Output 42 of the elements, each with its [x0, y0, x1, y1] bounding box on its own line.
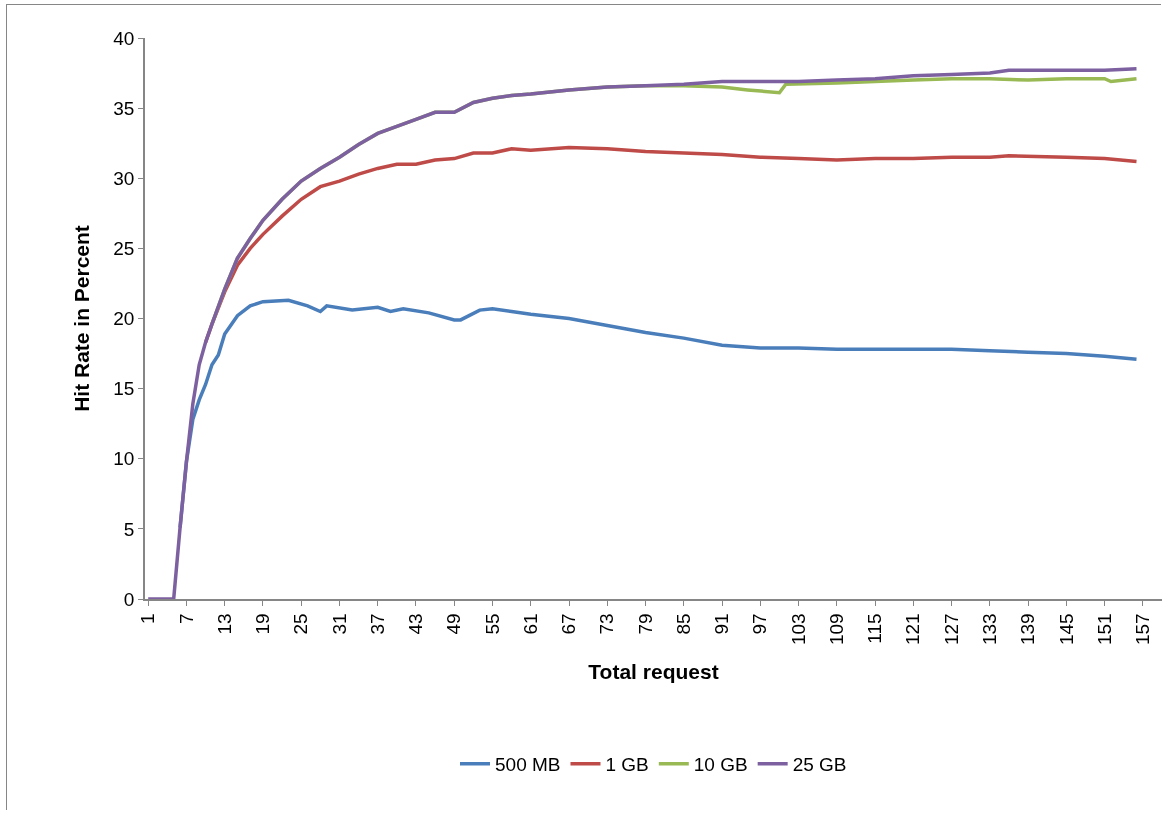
x-tick-label: 73 [596, 613, 618, 635]
y-tick-label: 30 [113, 167, 135, 189]
y-tick-label: 35 [113, 97, 135, 119]
legend-label: 25 GB [792, 754, 847, 776]
legend-label: 1 GB [605, 754, 649, 776]
legend-label: 10 GB [693, 754, 748, 776]
x-tick-label: 31 [328, 613, 350, 635]
x-tick-label: 109 [825, 613, 847, 646]
x-tick-label: 49 [443, 613, 465, 635]
x-tick-label: 1 [137, 613, 159, 624]
y-tick-label: 40 [113, 27, 135, 49]
x-tick-label: 85 [672, 613, 694, 635]
x-tick-label: 151 [1093, 613, 1115, 646]
x-tick-label: 157 [1132, 613, 1154, 646]
x-tick-label: 43 [405, 613, 427, 635]
y-tick-label: 0 [123, 588, 135, 610]
y-tick-label: 10 [113, 448, 135, 470]
x-axis-title: Total request [588, 659, 719, 683]
x-tick-label: 61 [519, 613, 541, 635]
y-tick-label: 5 [123, 518, 135, 540]
legend-label: 500 MB [495, 754, 561, 776]
y-tick-label: 20 [113, 308, 135, 330]
x-tick-label: 139 [1017, 613, 1039, 646]
x-tick-label: 133 [979, 613, 1001, 646]
x-tick-label: 121 [902, 613, 924, 646]
x-tick-label: 91 [711, 613, 733, 635]
x-tick-label: 25 [290, 613, 312, 635]
x-tick-label: 67 [558, 613, 580, 635]
y-tick-label: 15 [113, 378, 135, 400]
x-tick-label: 97 [749, 613, 771, 635]
x-tick-label: 103 [787, 613, 809, 646]
y-tick-label: 25 [113, 238, 135, 260]
y-axis-title: Hit Rate in Percent [69, 225, 93, 412]
x-tick-label: 37 [366, 613, 388, 635]
x-tick-label: 127 [940, 613, 962, 646]
x-tick-label: 115 [864, 613, 886, 644]
x-tick-label: 79 [634, 613, 656, 635]
x-tick-label: 13 [213, 613, 235, 635]
x-tick-label: 55 [481, 613, 503, 635]
x-tick-label: 7 [175, 613, 197, 624]
x-tick-label: 19 [252, 613, 274, 635]
x-tick-label: 145 [1055, 613, 1077, 646]
